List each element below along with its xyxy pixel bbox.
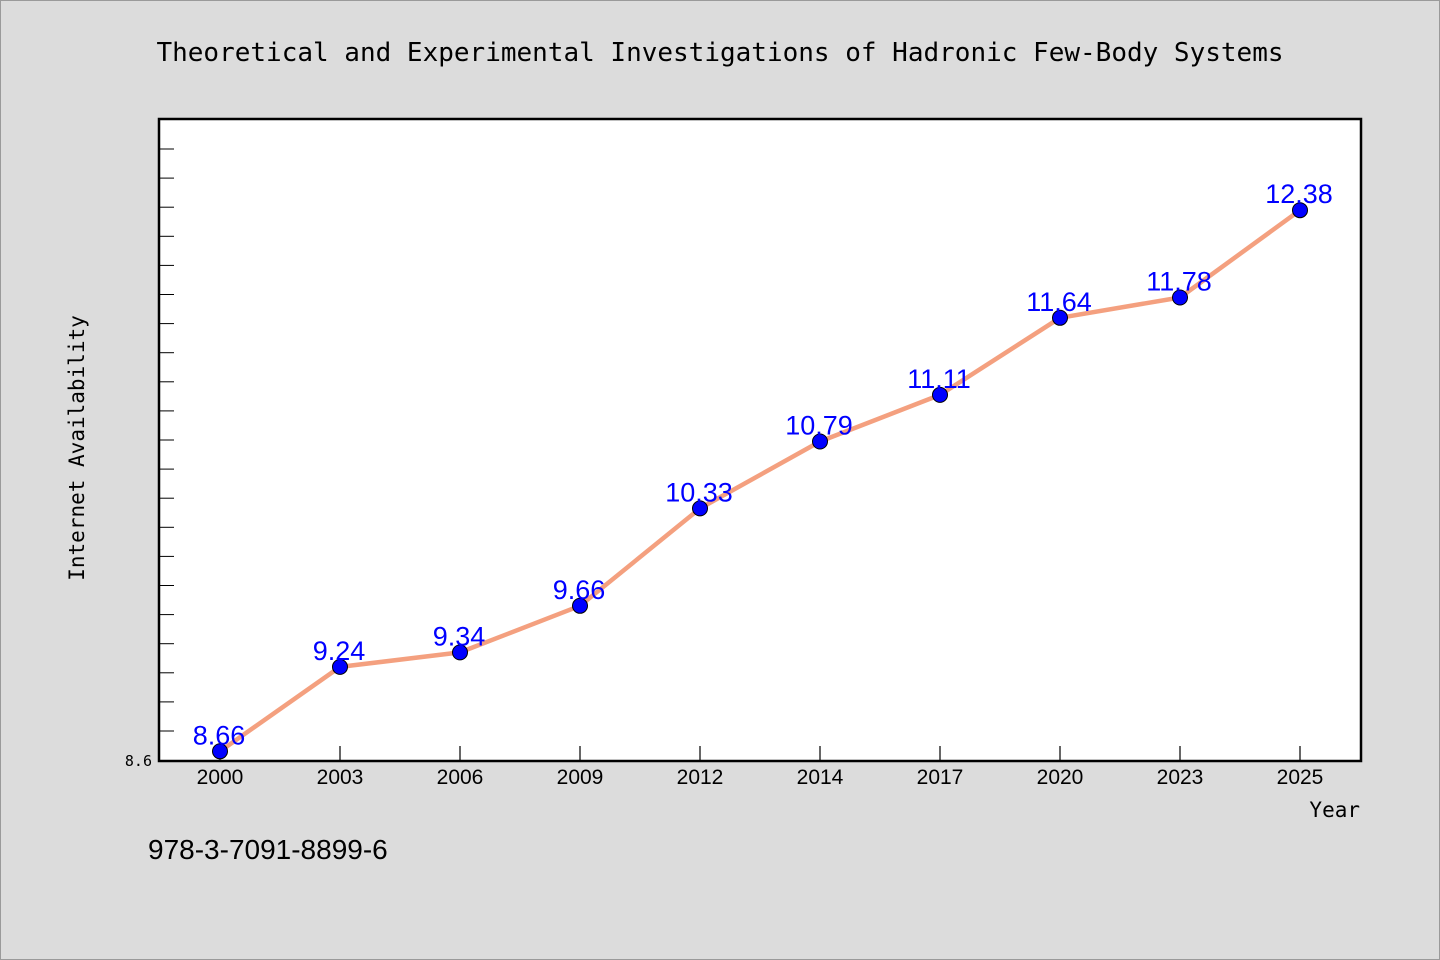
chart-title: Theoretical and Experimental Investigati… [156,38,1283,68]
y-tick-label: 8.6 [125,752,152,770]
data-point [572,597,588,614]
x-tick-label: 2023 [1157,766,1204,789]
x-tick-label: 2000 [197,766,244,789]
x-axis-tick-labels: 2000 2003 2006 2009 2012 2014 2017 2020 2023 2025 [197,766,1324,789]
data-label: 10.33 [665,477,733,507]
data-label: 9.66 [553,575,606,605]
data-label: 8.66 [193,720,246,750]
y-axis-ticks [160,148,174,732]
data-point [1292,202,1308,219]
x-tick-label: 2025 [1277,766,1324,789]
isbn-footer: 978-3-7091-8899-6 [148,834,388,865]
y-axis-label: Internet Availability [65,315,89,581]
series-line [217,207,1303,754]
x-tick-label: 2012 [677,766,724,789]
data-point [332,658,348,675]
data-label: 9.24 [313,636,366,666]
x-tick-label: 2009 [557,766,604,789]
x-axis-label: Year [1309,798,1360,822]
x-tick-label: 2014 [797,766,844,789]
data-point [452,644,468,661]
data-point [1172,289,1188,306]
data-label: 9.34 [433,621,486,651]
x-tick-label: 2020 [1037,766,1084,789]
x-tick-label: 2003 [317,766,364,789]
x-tick-label: 2017 [917,766,964,789]
data-label: 10.79 [785,411,853,441]
data-point [692,500,708,517]
y-axis-tick-labels: 8.6 [125,752,152,770]
data-markers [212,202,1308,760]
data-label: 11.11 [907,364,971,394]
data-point [212,743,228,760]
data-label: 12.38 [1265,179,1333,209]
data-point [812,433,828,450]
data-point [1052,309,1068,326]
data-label: 11.78 [1146,267,1212,297]
plot-area [157,117,1363,763]
data-label: 11.64 [1026,287,1092,317]
data-labels: 8.66 9.24 9.34 9.66 10.33 10.79 11.11 11.64 11.7… [193,179,1333,750]
data-point [932,386,948,403]
x-tick-label: 2006 [437,766,484,789]
